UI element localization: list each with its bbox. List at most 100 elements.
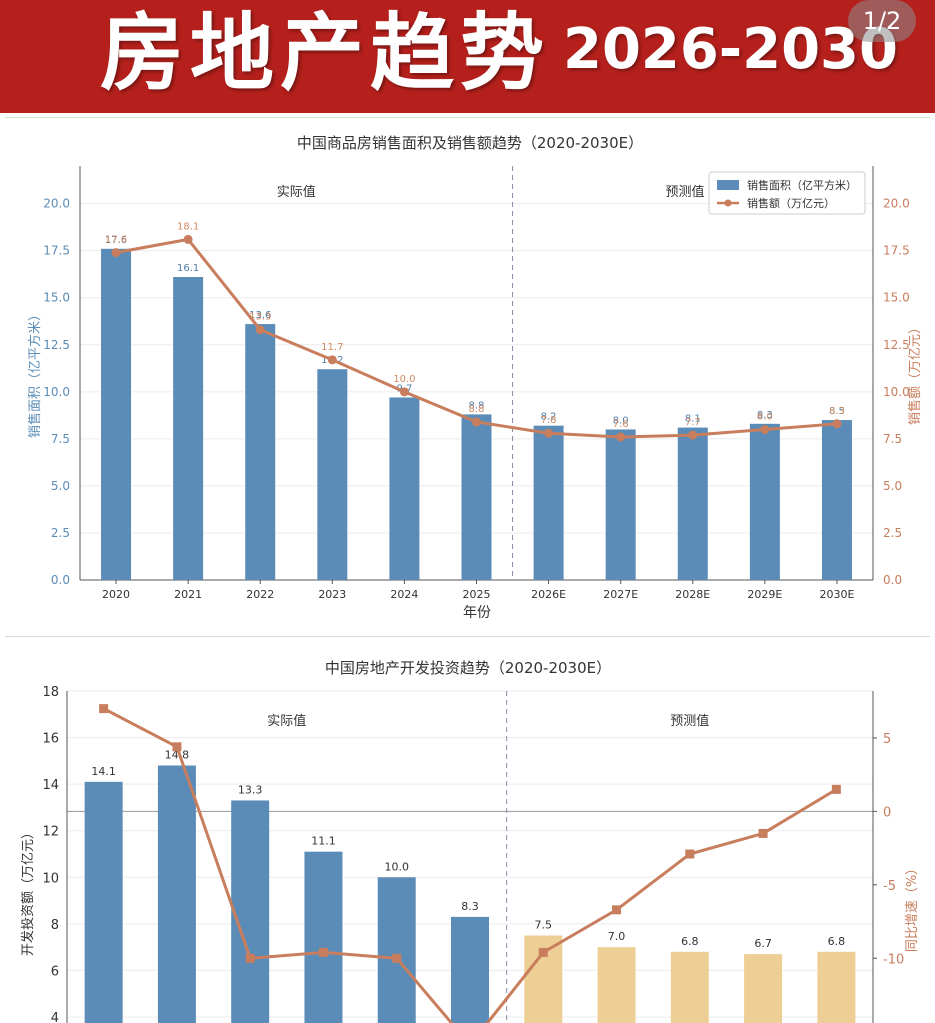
- bar-value-label: 7.5: [535, 919, 553, 932]
- y-tick-label: 12: [42, 825, 59, 840]
- line-value-label: 7.7: [685, 417, 701, 428]
- bar-sales-area: [678, 428, 708, 580]
- page-indicator[interactable]: 1/2: [848, 0, 916, 42]
- line-value-label: 18.1: [177, 221, 199, 232]
- y-tick-label: 20.0: [43, 197, 70, 211]
- y2-tick-label: -5: [883, 879, 896, 894]
- point-yoy-growth: [832, 785, 841, 794]
- bar-value-label: 8.3: [461, 900, 479, 913]
- investment-chart: 中国房地产开发投资趋势（2020-2030E）468101214161850-5…: [5, 637, 930, 1023]
- bar-sales-area: [389, 397, 419, 580]
- y-axis-label: 开发投资额（万亿元）: [20, 826, 36, 956]
- bar-investment: [158, 766, 196, 1023]
- region-label-actual: 实际值: [277, 184, 316, 200]
- x-tick-label: 2030E: [819, 588, 854, 601]
- x-tick-label: 2026E: [531, 588, 566, 601]
- point-sales-amount: [472, 417, 481, 426]
- point-yoy-growth: [319, 948, 328, 957]
- point-sales-amount: [544, 429, 553, 438]
- bar-value-label: 13.3: [238, 783, 263, 796]
- bar-investment: [85, 782, 123, 1023]
- point-sales-amount: [760, 425, 769, 434]
- point-yoy-growth: [392, 954, 401, 963]
- line-value-label: 7.6: [613, 419, 629, 430]
- y2-tick-label: 15.0: [883, 291, 910, 305]
- y-axis-label: 销售面积（亿平方米）: [27, 308, 43, 438]
- line-value-label: 13.3: [249, 312, 271, 323]
- bar-value-label: 14.1: [91, 765, 116, 778]
- legend-label-bar: 销售面积（亿平方米）: [747, 178, 857, 192]
- bar-value-label: 10.0: [384, 860, 409, 873]
- y-tick-label: 7.5: [51, 432, 70, 446]
- x-tick-label: 2022: [246, 588, 274, 601]
- x-tick-label: 2027E: [603, 588, 638, 601]
- bar-sales-area: [317, 369, 347, 580]
- point-yoy-growth: [99, 704, 108, 713]
- bar-investment: [378, 877, 416, 1023]
- y-tick-label: 18: [42, 685, 59, 700]
- y-tick-label: 12.5: [43, 338, 70, 352]
- y2-tick-label: 7.5: [883, 432, 902, 446]
- bar-investment: [598, 947, 636, 1023]
- point-sales-amount: [112, 248, 121, 257]
- bar-sales-area: [750, 424, 780, 580]
- y-tick-label: 17.5: [43, 244, 70, 258]
- x-tick-label: 2029E: [747, 588, 782, 601]
- header-banner: 房地产趋势 2026-2030 1/2: [0, 0, 935, 113]
- line-value-label: 17.6: [105, 235, 127, 246]
- page-title: 房地产趋势: [100, 0, 550, 108]
- y-tick-label: 5.0: [51, 479, 70, 493]
- bar-investment: [231, 800, 269, 1023]
- x-tick-label: 2020: [102, 588, 130, 601]
- bar-value-label: 6.7: [754, 937, 772, 950]
- bar-investment: [304, 852, 342, 1023]
- bar-sales-area: [173, 277, 203, 580]
- y2-tick-label: 17.5: [883, 244, 910, 258]
- bar-sales-area: [534, 426, 564, 580]
- y2-tick-label: -10: [883, 952, 904, 967]
- bar-investment: [451, 917, 489, 1023]
- x-tick-label: 2025: [463, 588, 491, 601]
- region-label-forecast: 预测值: [665, 184, 704, 200]
- legend-swatch-bar: [717, 180, 739, 190]
- x-tick-label: 2023: [318, 588, 346, 601]
- y2-axis-label: 同比增速（%）: [905, 862, 920, 952]
- legend-swatch-point: [725, 200, 732, 207]
- bar-sales-area: [822, 420, 852, 580]
- point-yoy-growth: [246, 954, 255, 963]
- point-yoy-growth: [172, 742, 181, 751]
- y-tick-label: 14: [42, 778, 59, 793]
- y2-tick-label: 5.0: [883, 479, 902, 493]
- point-yoy-growth: [539, 948, 548, 957]
- y-tick-label: 0.0: [51, 573, 70, 587]
- y2-tick-label: 5: [883, 732, 891, 747]
- bar-sales-area: [101, 249, 131, 580]
- y2-tick-label: 0.0: [883, 573, 902, 587]
- bar-sales-area: [606, 429, 636, 580]
- y2-tick-label: 2.5: [883, 526, 902, 540]
- point-sales-amount: [184, 235, 193, 244]
- bar-investment: [817, 952, 855, 1023]
- point-yoy-growth: [612, 905, 621, 914]
- x-tick-label: 2021: [174, 588, 202, 601]
- point-yoy-growth: [685, 850, 694, 859]
- y-tick-label: 8: [51, 918, 59, 933]
- line-value-label: 10.0: [393, 374, 415, 385]
- y-tick-label: 16: [42, 732, 59, 747]
- bar-sales-area: [245, 324, 275, 580]
- bar-value-label: 16.1: [177, 263, 199, 274]
- line-value-label: 8.8: [469, 404, 485, 415]
- x-tick-label: 2028E: [675, 588, 710, 601]
- chart-title: 中国商品房销售面积及销售额趋势（2020-2030E）: [297, 134, 643, 152]
- bar-value-label: 6.8: [828, 935, 846, 948]
- bar-investment: [744, 954, 782, 1023]
- point-sales-amount: [256, 325, 265, 334]
- point-sales-amount: [616, 432, 625, 441]
- point-sales-amount: [400, 387, 409, 396]
- region-label-actual: 实际值: [267, 713, 306, 729]
- x-tick-label: 2024: [390, 588, 418, 601]
- chart-title: 中国房地产开发投资趋势（2020-2030E）: [325, 659, 611, 677]
- bar-value-label: 11.1: [311, 835, 336, 848]
